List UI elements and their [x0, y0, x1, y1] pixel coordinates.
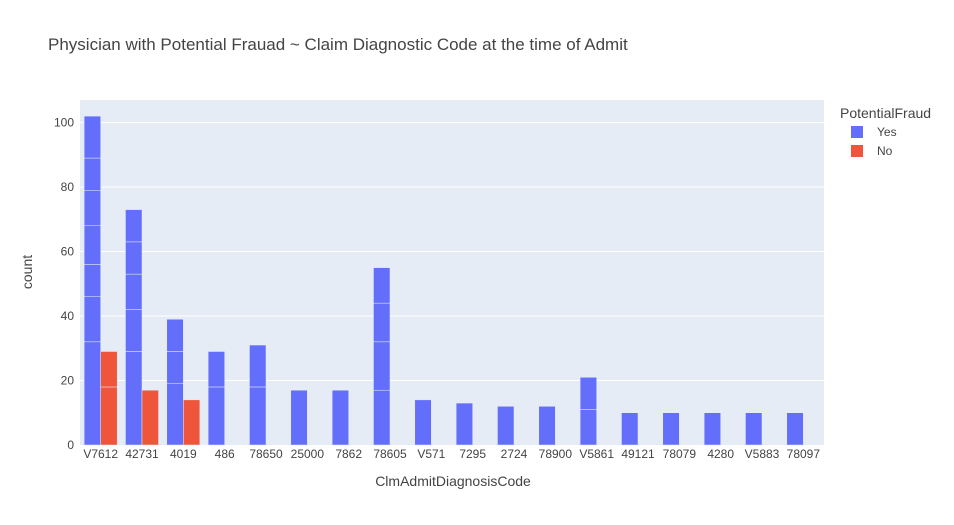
y-tick-label: 0: [67, 438, 74, 452]
y-axis-title: count: [19, 255, 35, 289]
bar-segment-no[interactable]: [183, 399, 201, 446]
x-tick-label: 4280: [707, 447, 734, 461]
plot-area: [80, 100, 824, 445]
bar-segment-yes[interactable]: [83, 190, 101, 226]
x-tick-label: V7612: [83, 447, 118, 461]
legend-label-yes[interactable]: Yes: [877, 125, 897, 139]
x-tick-label: 78079: [663, 447, 697, 461]
bar-segment-yes[interactable]: [249, 344, 267, 388]
x-tick-label: 78097: [787, 447, 821, 461]
x-tick-label: 78650: [249, 447, 283, 461]
bar-segment-yes[interactable]: [125, 351, 143, 446]
bar-segment-no[interactable]: [100, 351, 118, 388]
bar-segment-yes[interactable]: [125, 309, 143, 352]
bar-segment-yes[interactable]: [373, 341, 391, 391]
bar-segment-yes[interactable]: [579, 409, 597, 446]
y-tick-label: 100: [54, 116, 74, 130]
bar-segment-yes[interactable]: [207, 351, 225, 388]
bar-segment-no[interactable]: [100, 386, 118, 446]
bar-segment-yes[interactable]: [373, 389, 391, 446]
bar-segment-yes[interactable]: [249, 386, 267, 446]
x-tick-label: V5861: [579, 447, 614, 461]
bar-segment-yes[interactable]: [373, 267, 391, 304]
legend-title: PotentialFraud: [840, 105, 931, 121]
x-tick-label: 2724: [501, 447, 528, 461]
legend-label-no[interactable]: No: [877, 144, 893, 158]
bars[interactable]: [83, 115, 804, 446]
y-tick-label: 20: [61, 374, 75, 388]
legend[interactable]: PotentialFraud Yes No: [840, 105, 931, 158]
bar-segment-yes[interactable]: [373, 302, 391, 343]
bar-segment-yes[interactable]: [83, 341, 101, 446]
bar-segment-yes[interactable]: [166, 319, 184, 352]
y-gridlines: [80, 122, 824, 382]
x-tick-label: V571: [417, 447, 445, 461]
x-tick-label: 7295: [459, 447, 486, 461]
x-tick-label: 7862: [335, 447, 362, 461]
bar-segment-yes[interactable]: [331, 389, 349, 446]
y-tick-label: 60: [61, 245, 75, 259]
bar-segment-yes[interactable]: [125, 241, 143, 275]
bar-segment-yes[interactable]: [207, 386, 225, 446]
bar-segment-yes[interactable]: [83, 115, 101, 159]
bar-segment-no[interactable]: [141, 389, 159, 446]
bar-segment-yes[interactable]: [745, 412, 763, 446]
bar-segment-yes[interactable]: [166, 383, 184, 446]
x-axis-ticks: V7612 42731 4019 486 78650 25000 7862 78605 V571…: [83, 447, 820, 461]
x-tick-label: 486: [215, 447, 235, 461]
bar-segment-yes[interactable]: [662, 412, 680, 446]
bar-segment-yes[interactable]: [83, 264, 101, 297]
x-tick-label: 4019: [170, 447, 197, 461]
bar-segment-yes[interactable]: [497, 406, 515, 446]
bar-segment-yes[interactable]: [83, 296, 101, 343]
bar-segment-yes[interactable]: [414, 399, 432, 446]
chart-title: Physician with Potential Frauad ~ Claim …: [48, 35, 628, 54]
bar-segment-yes[interactable]: [579, 377, 597, 410]
bar-segment-yes[interactable]: [538, 406, 556, 446]
bar-segment-yes[interactable]: [455, 402, 473, 446]
bar-segment-yes[interactable]: [83, 157, 101, 191]
y-tick-label: 40: [61, 309, 75, 323]
bar-segment-yes[interactable]: [703, 412, 721, 446]
legend-swatch-yes[interactable]: [851, 126, 863, 138]
x-tick-label: 78605: [373, 447, 407, 461]
bar-segment-yes[interactable]: [621, 412, 639, 446]
bar-segment-yes[interactable]: [125, 273, 143, 310]
bar-segment-yes[interactable]: [125, 209, 143, 243]
bar-segment-yes[interactable]: [83, 225, 101, 265]
bar-segment-yes[interactable]: [290, 389, 308, 446]
x-tick-label: V5883: [745, 447, 780, 461]
x-tick-label: 25000: [291, 447, 325, 461]
x-tick-label: 78900: [539, 447, 573, 461]
bar-segment-yes[interactable]: [166, 351, 184, 384]
x-tick-label: 49121: [621, 447, 655, 461]
y-tick-label: 80: [61, 180, 75, 194]
bar-segment-yes[interactable]: [786, 412, 804, 446]
y-axis-ticks: 0 20 40 60 80 100: [54, 116, 74, 452]
x-tick-label: 42731: [125, 447, 159, 461]
x-axis-title: ClmAdmitDiagnosisCode: [375, 473, 531, 489]
legend-swatch-no[interactable]: [851, 145, 863, 157]
